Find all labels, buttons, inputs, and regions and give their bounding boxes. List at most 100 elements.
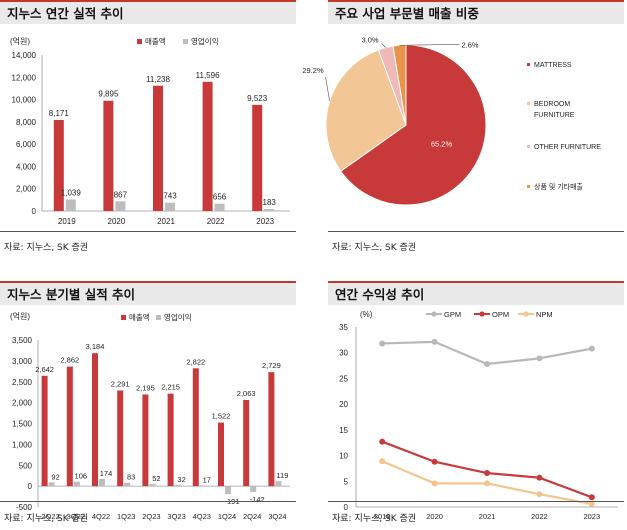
data-label-sales: 3,184 <box>86 342 105 351</box>
x-tick-label: 2023 <box>256 217 274 226</box>
y-tick-label: 5 <box>344 477 349 486</box>
legend-label: 상품 및 기타매출 <box>534 182 584 191</box>
x-tick-label: 2019 <box>58 217 76 226</box>
data-label-sales: 11,596 <box>196 71 220 80</box>
x-tick-label: 3Q23 <box>167 512 185 521</box>
bar-sales <box>142 394 149 487</box>
bar-operating-profit <box>115 201 126 211</box>
data-point <box>588 494 595 501</box>
bar-sales <box>243 399 250 487</box>
y-tick-label: 1,000 <box>12 440 33 449</box>
bar-sales <box>117 390 124 487</box>
bar-operating-profit <box>73 481 80 487</box>
panel-title: 주요 사업 부문별 매출 비중 <box>328 0 624 24</box>
data-point <box>379 458 386 465</box>
data-label-sales: 2,291 <box>111 379 130 388</box>
leader-line <box>399 43 460 46</box>
divider <box>0 501 296 502</box>
segment-share-chart: 65.2% 29.2% 3.0% 2.6% MATTRESS BEDROOM FURNITU… <box>302 36 601 206</box>
data-label-op: 52 <box>152 474 160 483</box>
x-tick-label: 4Q23 <box>193 512 211 521</box>
x-tick-label: 1Q23 <box>117 512 135 521</box>
data-point <box>431 480 438 487</box>
source-note: 자료: 지누스, SK 증권 <box>4 243 89 253</box>
legend-label: FURNITURE <box>534 112 575 119</box>
legend-label: MATTRESS <box>534 62 572 69</box>
y-tick-label: 8,000 <box>16 118 37 127</box>
data-label-sales: 2,215 <box>161 383 180 392</box>
source-note: 자료: 지누스, SK 증권 <box>4 514 89 524</box>
bar-operating-profit <box>264 208 275 211</box>
bar-sales <box>153 85 163 211</box>
data-point <box>536 491 543 498</box>
series-line-gpm <box>382 340 593 366</box>
legend-label: BEDROOM <box>534 101 570 108</box>
slice-label-goods: 2.6% <box>461 40 478 49</box>
bar-operating-profit <box>250 486 257 493</box>
x-tick-label: 2023 <box>583 512 600 521</box>
y-tick-label: 500 <box>19 461 33 470</box>
slice-label-mattress: 65.2% <box>431 139 453 148</box>
data-label-sales: 2,729 <box>262 361 281 370</box>
y-tick-label: 10,000 <box>12 96 37 105</box>
y-tick-label: 3,500 <box>12 336 33 345</box>
data-point <box>484 470 490 477</box>
data-point <box>484 361 490 368</box>
divider <box>328 231 624 232</box>
legend-swatch <box>527 145 530 148</box>
data-label-op: 32 <box>177 475 185 484</box>
legend-marker <box>523 311 529 317</box>
bar-sales <box>53 119 64 211</box>
leader-line <box>325 77 330 102</box>
x-tick-label: 2Q23 <box>142 512 160 521</box>
bar-operating-profit <box>149 483 156 487</box>
panel-title: 연간 수익성 추이 <box>328 281 624 305</box>
y-tick-label: 2,500 <box>12 378 33 387</box>
legend-swatch-op <box>156 315 161 320</box>
legend-swatch <box>527 102 530 105</box>
y-tick-label: 6,000 <box>16 140 37 149</box>
y-tick-label: 4,000 <box>16 162 37 171</box>
bar-operating-profit <box>225 486 231 495</box>
x-tick-label: 2022 <box>531 512 548 521</box>
y-tick-label: 3,000 <box>12 357 33 366</box>
y-tick-label: 0 <box>32 207 37 216</box>
x-tick-label: 2Q24 <box>243 512 261 521</box>
bar-operating-profit <box>214 203 225 211</box>
data-point <box>588 345 595 352</box>
leader-line <box>381 43 386 48</box>
y-tick-label: 30 <box>339 349 348 358</box>
data-label-op: 656 <box>213 193 227 202</box>
profitability-chart: (%) GPM OPM NPM 0 5 10 15 20 25 30 35 2019 2020 2021 20… <box>339 310 618 521</box>
x-tick-label: 2022 <box>207 217 225 226</box>
source-note: 자료: 지누스, SK 증권 <box>332 514 417 524</box>
data-point <box>431 458 438 465</box>
data-label-sales: 2,862 <box>60 356 79 365</box>
bar-sales <box>103 100 114 211</box>
panel-title: 지누스 연간 실적 추이 <box>0 0 296 24</box>
x-tick-label: 2020 <box>426 512 443 521</box>
pie-slice <box>339 44 487 206</box>
legend-swatch <box>527 185 530 188</box>
y-tick-label: 20 <box>339 400 348 409</box>
data-point <box>379 438 386 445</box>
data-label-sales: 2,642 <box>35 365 54 374</box>
legend-label-sales: 매출액 <box>145 36 166 46</box>
bar-sales <box>268 372 275 487</box>
data-label-sales: 11,238 <box>146 75 170 84</box>
y-tick-label: 15 <box>339 426 348 435</box>
legend-label: OTHER FURNITURE <box>534 144 601 151</box>
x-tick-label: 1Q24 <box>218 512 236 521</box>
data-point <box>431 338 438 345</box>
legend-swatch-sales <box>137 39 142 44</box>
bar-operating-profit <box>65 199 76 211</box>
x-tick-label: 2Q22 <box>41 512 59 521</box>
y-tick-label: 0 <box>28 482 33 491</box>
divider <box>0 231 296 232</box>
data-label-sales: 9,895 <box>98 90 119 99</box>
legend-label-sales: 매출액 <box>129 312 150 322</box>
legend-swatch <box>527 63 530 66</box>
bar-operating-profit <box>124 482 131 487</box>
source-note: 자료: 지누스, SK 증권 <box>332 243 417 253</box>
x-tick-label: 4Q22 <box>92 512 110 521</box>
